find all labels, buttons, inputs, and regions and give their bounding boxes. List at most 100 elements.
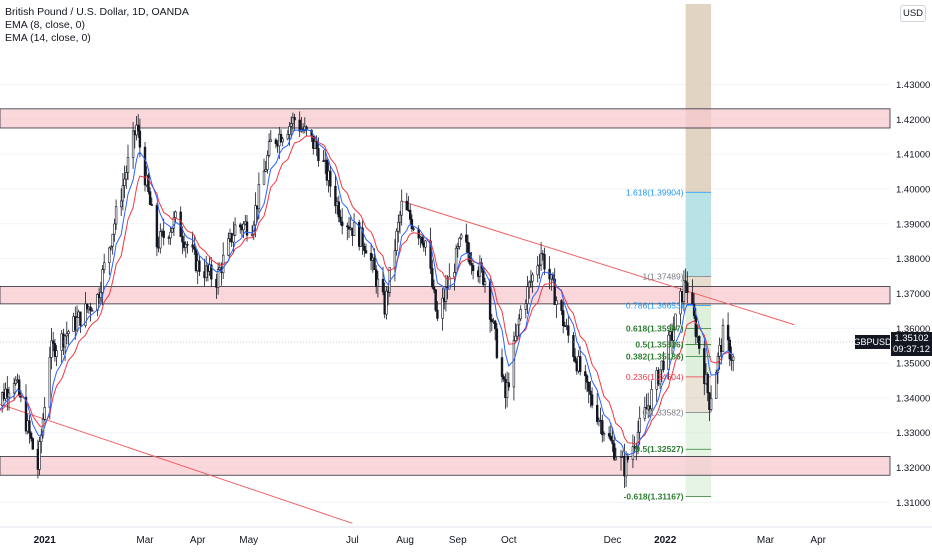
candle-body: [340, 221, 344, 227]
legend-ema14[interactable]: EMA (14, close, 0): [5, 32, 91, 44]
candle-body: [408, 210, 412, 220]
candle-body: [305, 126, 308, 131]
candle-body: [198, 260, 201, 272]
candle-body: [706, 374, 709, 394]
candle-body: [514, 335, 517, 341]
fib-level-label: 0.5(1.32527): [635, 444, 683, 454]
candle-body: [527, 281, 531, 288]
candle-body: [334, 185, 337, 207]
ema14-series: [0, 135, 734, 445]
candle-body: [339, 216, 342, 223]
candle-body: [281, 138, 284, 143]
candle-body: [589, 390, 592, 395]
sr-zone: [0, 456, 891, 476]
candle-body: [111, 233, 114, 247]
candle-body: [298, 119, 301, 132]
price-tick-label: 1.40000: [896, 184, 930, 195]
candle-body: [143, 146, 147, 186]
candle-body: [420, 236, 424, 244]
candle-body: [232, 234, 235, 243]
fib-level-label: 0.5(1.35536): [635, 339, 683, 349]
price-tick-label: 1.39000: [896, 219, 930, 230]
price-tick-label: 1.35000: [896, 359, 930, 370]
time-tick-label: Jul: [346, 535, 359, 546]
candle-body: [29, 432, 33, 439]
legend-ema8[interactable]: EMA (8, close, 0): [5, 19, 85, 31]
candle-body: [89, 306, 92, 311]
candle-body: [0, 392, 4, 406]
candle-body: [43, 407, 46, 420]
candle-body: [317, 148, 320, 162]
candle-body: [75, 317, 79, 331]
price-tick-label: 1.32000: [896, 463, 930, 474]
candle-body: [286, 134, 289, 140]
candle-body: [55, 350, 58, 357]
candle-body: [400, 200, 403, 216]
candle-body: [573, 356, 577, 362]
candle-body: [731, 356, 735, 361]
candle-body: [191, 244, 194, 248]
candle-body: [103, 262, 106, 270]
trendline: [401, 200, 795, 326]
candle-body: [412, 228, 415, 230]
candle-body: [385, 290, 388, 315]
currency-badge[interactable]: USD: [900, 5, 926, 22]
candle-body: [179, 211, 182, 237]
candle-body: [315, 141, 318, 149]
price-tick-label: 1.34000: [896, 393, 930, 404]
time-tick-label: Oct: [501, 535, 517, 546]
candle-body: [468, 252, 471, 264]
candle-body: [361, 227, 364, 247]
candle-body: [607, 433, 611, 437]
candle-body: [169, 231, 172, 239]
price-tick-label: 1.43000: [896, 80, 930, 91]
chart-legend: British Pound / U.S. Dollar, 1D, OANDA E…: [5, 6, 189, 45]
candle-body: [502, 376, 505, 380]
candle-body: [424, 240, 427, 248]
candle-body: [721, 324, 725, 353]
candle-body: [686, 282, 689, 294]
candle-body: [262, 171, 266, 185]
last-price-label: 1.35102 09:37:12: [891, 332, 932, 356]
candle-body: [398, 214, 402, 223]
candle-body: [697, 336, 701, 349]
candle-body: [456, 246, 459, 249]
candle-body: [650, 388, 653, 410]
candle-body: [205, 265, 208, 279]
candle-body: [643, 407, 647, 419]
candle-body: [458, 237, 461, 247]
fib-band: [685, 412, 712, 497]
candle-body: [337, 201, 340, 218]
candle-body: [84, 303, 87, 326]
time-tick-label: Mar: [757, 535, 775, 546]
candle-body: [587, 381, 590, 392]
candle-body: [541, 253, 545, 255]
candle-body: [614, 457, 618, 460]
candle-body: [67, 331, 70, 334]
candle-body: [471, 264, 475, 272]
candle-body: [531, 274, 534, 282]
candle-body: [658, 369, 662, 385]
candle-body: [374, 269, 378, 287]
fib-level-label: 0(1.33582): [642, 407, 683, 417]
candle-body: [53, 343, 57, 357]
candle-body: [516, 324, 519, 337]
trendlines: [0, 200, 795, 524]
candle-body: [250, 233, 254, 236]
candle-body: [572, 335, 575, 357]
time-tick-label: 2022: [654, 535, 677, 546]
candle-body: [48, 357, 52, 408]
fib-level-label: 0.786(1.36653): [626, 301, 684, 311]
candle-body: [519, 309, 522, 320]
candle-body: [289, 123, 293, 127]
candle-body: [538, 264, 541, 267]
candle-body: [369, 252, 373, 261]
candle-body: [526, 286, 529, 304]
candle-body: [432, 286, 436, 291]
price-tick-label: 1.38000: [896, 254, 930, 265]
candle-body: [51, 340, 55, 344]
candle-body: [126, 157, 130, 173]
candle-body: [672, 329, 675, 341]
